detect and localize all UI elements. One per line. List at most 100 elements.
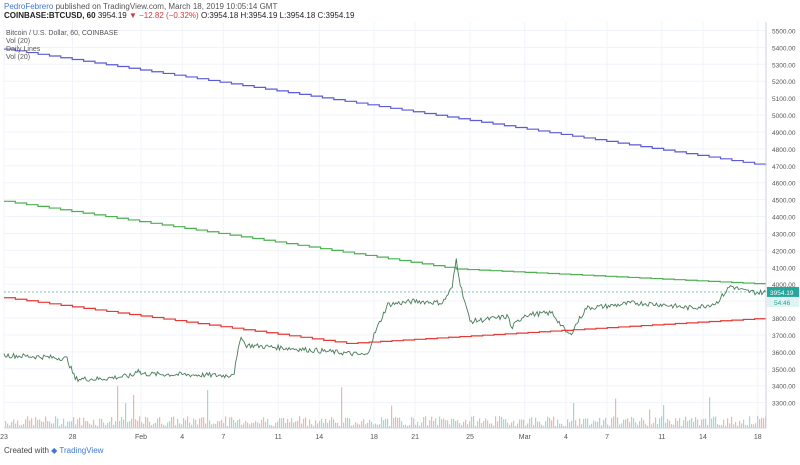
volume-bar [223,422,225,428]
volume-bar [227,425,229,428]
volume-bar [723,419,725,428]
volume-bar [39,419,41,428]
volume-bar [153,423,155,428]
volume-bar [389,425,391,428]
volume-bar [145,416,147,428]
volume-bar [357,423,359,428]
volume-bar [623,419,625,428]
volume-bar [575,420,577,428]
volume-bar [621,423,623,428]
volume-bar [509,424,511,428]
x-tick-label: 7 [221,434,225,441]
volume-bar [513,420,515,428]
volume-bar [13,419,15,428]
volume-bar [325,418,327,428]
volume-bar [61,423,63,428]
volume-bar [45,416,47,428]
volume-bar [561,423,563,428]
volume-bar [259,423,261,428]
volume-bar [375,423,377,428]
grid [3,22,766,428]
volume-bar [55,416,57,428]
volume-bar [19,425,21,428]
volume-bar [433,420,435,428]
volume-bar [663,405,665,428]
volume-bar [719,424,721,428]
volume-bar [205,423,207,428]
volume-bar [679,418,681,428]
volume-bar [193,418,195,428]
volume-bar [429,420,431,428]
volume-bar [121,416,123,428]
volume-bar [689,419,691,428]
y-tick-label: 4000.00 [772,282,796,289]
volume-bar [293,422,295,428]
volume-bar [399,417,401,428]
volume-bar [339,425,341,428]
volume-bar [725,425,727,428]
y-tick-label: 4400.00 [772,215,796,222]
countdown-badge [767,296,799,307]
author-name[interactable]: PedroFebrero [4,2,54,11]
volume-bar [671,424,673,428]
volume-bar [491,423,493,428]
volume-bar [733,424,735,428]
volume-bar [629,422,631,428]
volume-bar [727,418,729,428]
volume-bar [327,422,329,428]
volume-bar [485,418,487,428]
x-tick-label: 21 [411,434,419,441]
publish-line: PedroFebrero published on TradingView.co… [4,2,277,11]
volume-bar [7,423,9,428]
volume-bar [79,417,81,428]
volume-bar [103,422,105,428]
volume-bar [117,385,119,428]
volume-bar [23,424,25,428]
volume-bar [655,417,657,428]
volume-bar [211,424,213,428]
volume-bar [735,422,737,428]
volume-bar [477,421,479,428]
y-tick-label: 3500.00 [772,367,796,374]
volume-bar [291,418,293,428]
volume-bar [687,421,689,428]
volume-bar [161,423,163,428]
volume-bar [229,417,231,428]
volume-bar [333,419,335,428]
volume-bar [355,422,357,428]
volume-bar [157,418,159,428]
volume-bar [677,420,679,428]
x-tick-label: Feb [135,434,147,441]
volume-bar [335,422,337,428]
volume-bar [147,417,149,428]
footer-brand[interactable]: TradingView [59,446,104,455]
volume-bar [219,421,221,428]
volume-bar [177,418,179,428]
volume-bar [21,424,23,428]
volume-bar [475,425,477,428]
volume-bar [383,420,385,428]
volume-bar [159,416,161,428]
volume-bar [555,425,557,428]
y-tick-label: 5100.00 [772,96,796,103]
volume-bar [577,425,579,428]
volume-bar [531,417,533,428]
y-tick-label: 5000.00 [772,113,796,120]
volume-bar [363,419,365,428]
volume-bar [615,398,617,428]
volume-bar [437,425,439,428]
volume-bar [359,424,361,428]
volume-bar [169,421,171,428]
volume-bar [233,419,235,428]
volume-bar [313,425,315,428]
x-tick-label: 28 [69,434,77,441]
volume-bar [143,423,145,428]
volume-bar [583,419,585,428]
volume-bar [119,421,121,428]
y-tick-label: 4100.00 [772,265,796,272]
volume-bar [691,418,693,428]
volume-bar [541,424,543,428]
volume-bar [665,422,667,428]
volume-bar [279,418,281,428]
